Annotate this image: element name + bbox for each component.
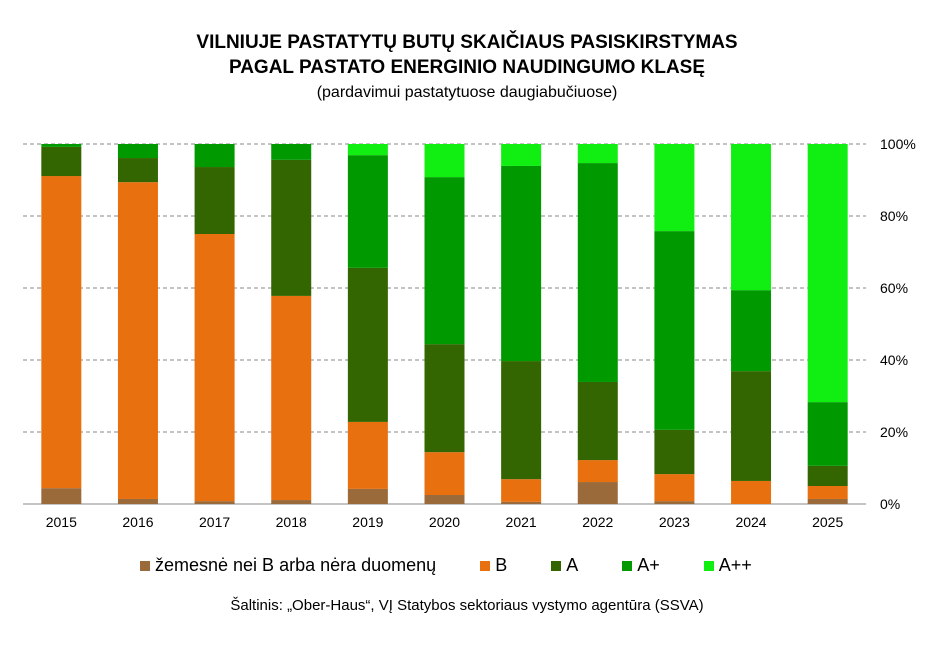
bar-segment	[731, 480, 772, 504]
bar-segment	[41, 176, 82, 489]
legend-swatch	[140, 560, 150, 571]
bar-segment	[271, 295, 312, 501]
bar-segment	[577, 460, 618, 483]
legend-label: B	[495, 555, 508, 575]
bar-segment	[117, 144, 158, 159]
legend: žemesnė nei B arba nėra duomenų B A A+ A++	[140, 555, 796, 576]
bar-segment	[424, 495, 465, 504]
bar-segment	[807, 465, 848, 486]
y-tick-label: 100%	[880, 136, 916, 152]
bar-segment	[654, 501, 695, 504]
bar-segment	[501, 144, 542, 166]
legend-swatch	[551, 560, 562, 571]
stacked-bar-chart: 0% 20% 40% 60% 80% 100% 2015 2016 2017 2018 2019 20…	[23, 136, 916, 530]
bar-segment	[731, 144, 772, 291]
x-tick-label: 2015	[46, 514, 77, 530]
legend-item: A	[551, 555, 578, 576]
legend-swatch	[703, 560, 714, 571]
bar-segment	[117, 498, 158, 504]
legend-swatch	[480, 560, 491, 571]
y-tick-label: 40%	[880, 352, 908, 368]
bar-segment	[347, 421, 388, 489]
bar-segment	[117, 158, 158, 183]
y-tick-label: 80%	[880, 208, 908, 224]
bar-segment	[807, 498, 848, 504]
bar-segment	[41, 146, 82, 177]
bar-segment	[194, 167, 235, 234]
y-tick-label: 60%	[880, 280, 908, 296]
bar-segment	[271, 159, 312, 296]
bar-segment	[654, 144, 695, 232]
bar-segment	[424, 452, 465, 495]
bar-segment	[194, 501, 235, 504]
bar-segment	[117, 182, 158, 499]
x-tick-label: 2019	[352, 514, 383, 530]
x-tick-label: 2018	[276, 514, 307, 530]
chart-subtitle: (pardavimui pastatytuose daugiabučiuose)	[316, 84, 618, 101]
x-tick-label: 2022	[582, 514, 613, 530]
bar-segment	[731, 371, 772, 481]
x-tick-label: 2017	[199, 514, 230, 530]
y-tick-label: 0%	[880, 496, 900, 512]
bar-segment	[347, 488, 388, 504]
bar-segment	[347, 144, 388, 156]
bar-segment	[807, 144, 848, 403]
bar-segment	[577, 482, 618, 504]
bar-segment	[501, 479, 542, 502]
legend-item: A++	[703, 555, 752, 576]
bar-segment	[654, 231, 695, 430]
x-tick-label: 2023	[659, 514, 690, 530]
bar-segment	[41, 488, 82, 504]
chart-title: VILNIUJE PASTATYTŲ BUTŲ SKAIČIAUS PASISK…	[196, 32, 738, 53]
bar-segment	[807, 486, 848, 499]
bar-segment	[41, 144, 82, 147]
x-tick-label: 2016	[122, 514, 153, 530]
bar-segment	[194, 144, 235, 168]
bar-segment	[347, 155, 388, 268]
bar-segment	[654, 429, 695, 475]
bar-segment	[501, 501, 542, 504]
legend-label: žemesnė nei B arba nėra duomenų	[155, 555, 437, 575]
bar-segment	[424, 144, 465, 178]
y-tick-label: 20%	[880, 424, 908, 440]
x-tick-label: 2021	[506, 514, 537, 530]
x-tick-label: 2024	[735, 514, 766, 530]
x-tick-label: 2025	[812, 514, 843, 530]
bar-segment	[577, 163, 618, 382]
legend-label: A++	[718, 555, 752, 575]
bar-segment	[731, 290, 772, 372]
bar-segment	[501, 165, 542, 362]
legend-label: A	[566, 555, 579, 575]
chart-title-line2: PAGAL PASTATO ENERGINIO NAUDINGUMO KLASĘ	[228, 57, 706, 78]
bar-segment	[194, 234, 235, 502]
bar-segment	[347, 267, 388, 422]
bar-segment	[807, 402, 848, 466]
x-tick-label: 2020	[429, 514, 460, 530]
bar-segment	[424, 177, 465, 345]
source-note: Šaltinis: „Ober-Haus“, VĮ Statybos sekto…	[230, 597, 704, 614]
bar-segment	[271, 144, 312, 160]
bar-segment	[424, 344, 465, 453]
bar-segment	[577, 144, 618, 164]
legend-swatch	[622, 560, 633, 571]
bar-segment	[271, 500, 312, 504]
bar-segment	[654, 474, 695, 502]
legend-item: žemesnė nei B arba nėra duomenų	[140, 555, 436, 576]
bar-segment	[501, 361, 542, 480]
legend-item: B	[480, 555, 507, 576]
legend-item: A+	[622, 555, 660, 576]
bar-segment	[577, 381, 618, 461]
legend-label: A+	[637, 555, 660, 575]
